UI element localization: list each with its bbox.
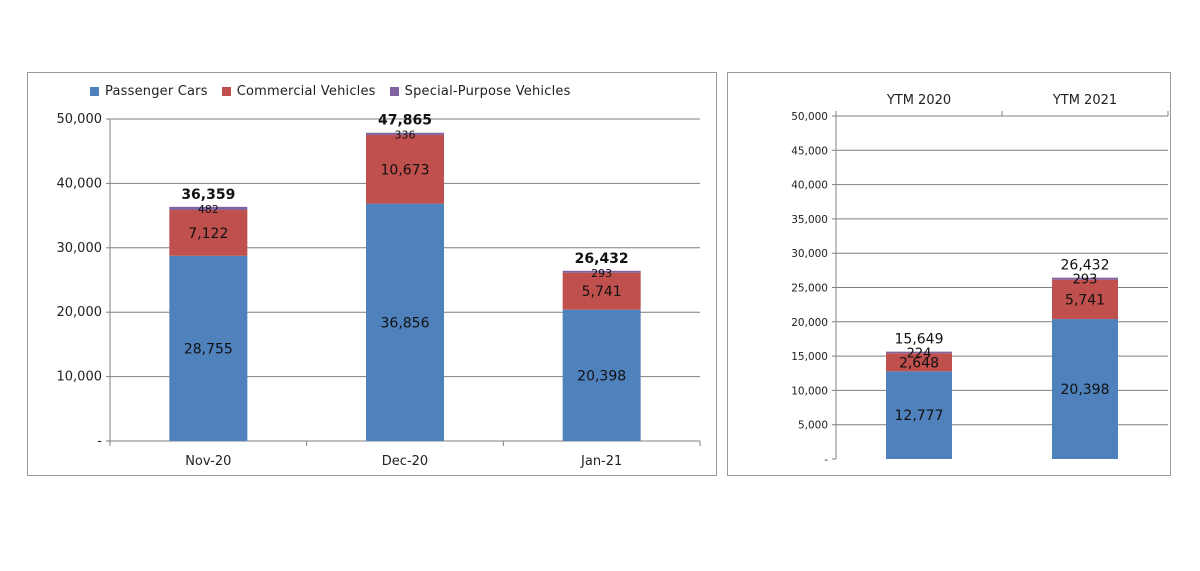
legend-item-passenger: Passenger Cars bbox=[90, 84, 208, 99]
special-value-label: 293 bbox=[1073, 273, 1098, 288]
total-value-label: 26,432 bbox=[575, 251, 629, 267]
special-value-label: 482 bbox=[198, 203, 219, 216]
ytm-stacked-bar-chart: - 5,000 10,000 15,000 20,000 25,000 30,000 35,0… bbox=[791, 93, 1169, 466]
passenger-segment bbox=[562, 309, 641, 441]
y-tick-label: 10,000 bbox=[57, 370, 103, 385]
commercial-value-label: 5,741 bbox=[1065, 292, 1105, 308]
legend-item-special: Special-Purpose Vehicles bbox=[389, 84, 571, 99]
commercial-value-label: 5,741 bbox=[582, 284, 622, 300]
y-tick-label: 35,000 bbox=[791, 214, 828, 226]
special-value-label: 336 bbox=[395, 129, 416, 142]
passenger-value-label: 36,856 bbox=[381, 315, 430, 331]
commercial-segment bbox=[562, 272, 641, 310]
special-segment bbox=[169, 206, 248, 210]
special-segment bbox=[1052, 277, 1118, 280]
legend-swatch-special bbox=[389, 87, 399, 96]
y-tick-label: 30,000 bbox=[57, 241, 103, 256]
passenger-segment bbox=[886, 371, 952, 459]
special-segment bbox=[366, 132, 444, 135]
y-tick-label: 30,000 bbox=[791, 248, 828, 260]
chart-legend: Passenger Cars Commercial Vehicles Speci… bbox=[90, 84, 585, 99]
special-value-label: 293 bbox=[591, 267, 612, 280]
x-category-label: Dec-20 bbox=[382, 454, 428, 469]
passenger-value-label: 20,398 bbox=[577, 368, 626, 384]
y-tick-label: 50,000 bbox=[791, 111, 828, 123]
y-tick-label: 20,000 bbox=[791, 317, 828, 329]
legend-label: Special-Purpose Vehicles bbox=[404, 84, 571, 99]
right-chart-panel: - 5,000 10,000 15,000 20,000 25,000 30,000 35,0… bbox=[727, 72, 1171, 476]
y-tick-label: 40,000 bbox=[57, 176, 103, 191]
passenger-segment bbox=[366, 203, 444, 441]
legend-label: Commercial Vehicles bbox=[236, 84, 376, 99]
x-category-label: YTM 2020 bbox=[886, 93, 951, 108]
total-value-label: 36,359 bbox=[181, 187, 235, 203]
passenger-segment bbox=[169, 255, 248, 441]
special-segment bbox=[562, 270, 641, 273]
passenger-value-label: 12,777 bbox=[895, 408, 944, 424]
y-tick-label: - bbox=[824, 454, 828, 466]
y-tick-label: 40,000 bbox=[791, 180, 828, 192]
total-value-label: 15,649 bbox=[895, 332, 944, 348]
commercial-value-label: 7,122 bbox=[188, 226, 228, 242]
special-value-label: 224 bbox=[907, 347, 932, 362]
total-value-label: 47,865 bbox=[378, 113, 432, 129]
commercial-segment bbox=[366, 134, 444, 204]
legend-swatch-commercial bbox=[221, 87, 231, 96]
y-tick-label: 25,000 bbox=[791, 283, 828, 295]
legend-label: Passenger Cars bbox=[105, 84, 208, 99]
legend-swatch-passenger bbox=[90, 87, 99, 96]
y-tick-label: 10,000 bbox=[791, 385, 828, 397]
passenger-value-label: 20,398 bbox=[1061, 382, 1110, 398]
passenger-value-label: 28,755 bbox=[184, 341, 233, 357]
x-category-label: Nov-20 bbox=[185, 454, 231, 469]
legend-item-commercial: Commercial Vehicles bbox=[221, 84, 376, 99]
y-tick-label: 45,000 bbox=[791, 145, 828, 157]
commercial-segment bbox=[1052, 279, 1118, 320]
passenger-segment bbox=[1052, 319, 1118, 459]
commercial-segment bbox=[886, 353, 952, 372]
commercial-value-label: 10,673 bbox=[381, 162, 430, 178]
monthly-stacked-bar-chart: - 10,000 20,000 30,000 40,000 50,000 Nov-20 28,… bbox=[57, 112, 701, 469]
left-chart-panel: Passenger Cars Commercial Vehicles Speci… bbox=[27, 72, 717, 476]
commercial-value-label: 2,648 bbox=[899, 355, 939, 371]
y-tick-label: - bbox=[97, 434, 102, 449]
commercial-segment bbox=[169, 209, 248, 256]
y-tick-label: 5,000 bbox=[798, 420, 828, 432]
y-tick-label: 20,000 bbox=[57, 305, 103, 320]
x-category-label: Jan-21 bbox=[580, 454, 622, 469]
total-value-label: 26,432 bbox=[1061, 258, 1110, 274]
y-tick-label: 50,000 bbox=[57, 112, 103, 127]
special-segment bbox=[886, 351, 952, 354]
x-category-label: YTM 2021 bbox=[1052, 93, 1117, 108]
y-tick-label: 15,000 bbox=[791, 351, 828, 363]
